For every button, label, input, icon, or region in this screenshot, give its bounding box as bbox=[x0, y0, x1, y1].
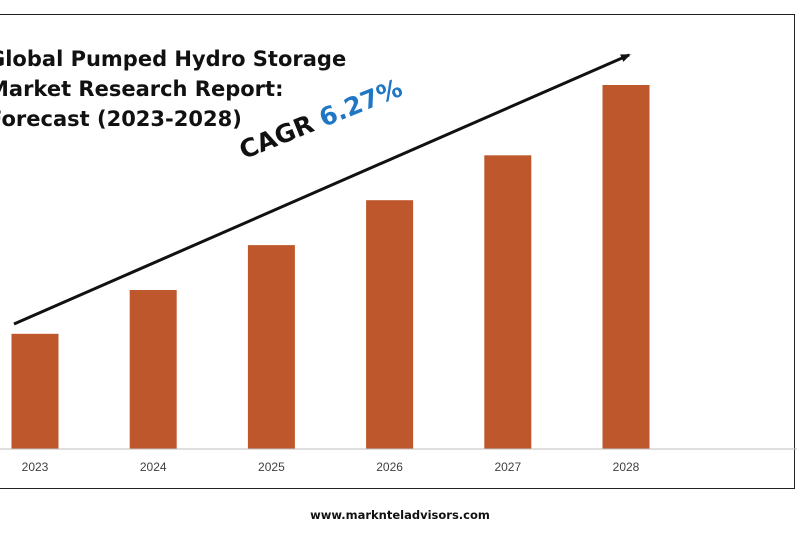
chart-title: Global Pumped Hydro Storage Market Resea… bbox=[0, 44, 348, 134]
x-tick-label: 2027 bbox=[494, 460, 521, 474]
footer-url: www.marknteladvisors.com bbox=[310, 508, 490, 522]
bar-2023 bbox=[11, 333, 59, 449]
title-line-2: Market Research Report: bbox=[0, 77, 284, 101]
x-tick-label: 2024 bbox=[140, 460, 167, 474]
trend-arrow bbox=[13, 53, 631, 326]
chart-frame bbox=[0, 14, 795, 489]
bar-2025 bbox=[247, 245, 295, 449]
bar-2024 bbox=[129, 290, 177, 449]
title-line-3: Forecast (2023-2028) bbox=[0, 107, 242, 131]
bar-2028 bbox=[602, 85, 650, 449]
x-tick-label: 2028 bbox=[613, 460, 640, 474]
x-tick-label: 2026 bbox=[376, 460, 403, 474]
title-line-1: Global Pumped Hydro Storage bbox=[0, 47, 347, 71]
bar-2026 bbox=[366, 200, 414, 449]
x-tick-label: 2023 bbox=[22, 460, 49, 474]
bar-2027 bbox=[484, 155, 532, 450]
x-tick-label: 2025 bbox=[258, 460, 285, 474]
